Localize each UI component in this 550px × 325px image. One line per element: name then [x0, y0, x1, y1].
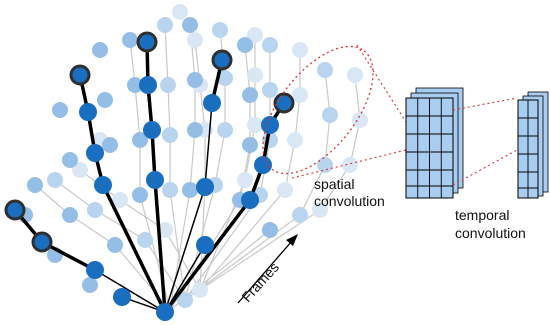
frames-arrowhead [286, 234, 298, 246]
temporal-convolution-label-line1: temporal [455, 207, 509, 223]
temporal-grid [517, 99, 539, 199]
joints-front [79, 76, 279, 321]
spatial-ellipse [262, 45, 374, 175]
spatial-region [262, 44, 407, 179]
frames-arrow [237, 240, 293, 304]
spatial-grid [405, 97, 454, 199]
spatial-feature-block [405, 87, 464, 199]
spatial-convolution-label-line2: convolution [314, 193, 385, 209]
temporal-feature-block [517, 91, 549, 199]
joints-front-highlighted [4, 31, 295, 253]
joints-mid-1 [17, 17, 278, 293]
spatial-leader-top [356, 44, 407, 123]
frames-label: Frames [238, 259, 282, 305]
skeleton-frame-front [4, 31, 295, 321]
skeleton-frames-back [17, 4, 368, 311]
temporal-leaders [452, 97, 518, 186]
spatial-convolution-label-line1: spatial [314, 176, 354, 192]
temporal-convolution-label-line2: convolution [455, 225, 526, 241]
joints-back [72, 4, 368, 298]
